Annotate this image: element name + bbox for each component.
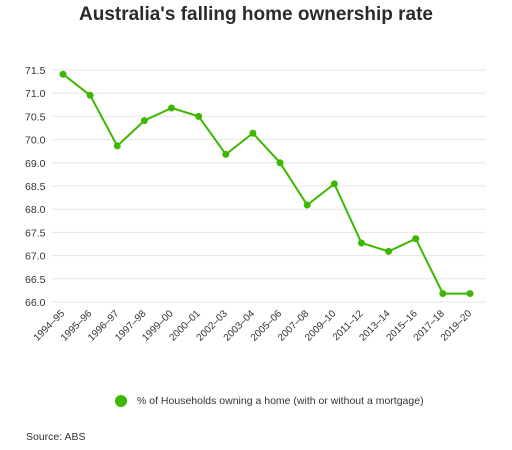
data-point — [222, 150, 230, 158]
source-note: Source: ABS — [26, 431, 86, 443]
legend-marker-icon — [115, 395, 127, 407]
y-tick-label: 67.0 — [25, 251, 46, 263]
data-point — [330, 180, 338, 188]
data-point — [140, 117, 148, 125]
y-tick-label: 71.5 — [25, 65, 46, 77]
legend: % of Households owning a home (with or w… — [115, 395, 424, 407]
data-points — [59, 70, 474, 298]
data-point — [357, 239, 365, 247]
data-point — [168, 104, 176, 112]
y-tick-label: 70.0 — [25, 135, 46, 147]
y-tick-label: 71.0 — [25, 88, 46, 100]
grid-lines — [52, 69, 486, 303]
y-tick-label: 68.0 — [25, 204, 46, 216]
data-point — [385, 247, 393, 255]
y-tick-label: 70.5 — [25, 111, 46, 123]
data-point — [466, 290, 474, 298]
data-point — [86, 91, 94, 99]
y-tick-label: 66.5 — [25, 274, 46, 286]
series-line — [62, 73, 470, 295]
data-point — [303, 201, 311, 209]
y-tick-label: 68.5 — [25, 181, 46, 193]
data-point — [249, 129, 257, 137]
chart-title: Australia's falling home ownership rate — [79, 4, 433, 25]
y-axis-ticks: 71.5 71.0 70.5 70.0 69.0 68.5 68.0 67.5 67.0 66.5… — [25, 65, 46, 309]
data-point — [412, 235, 420, 243]
data-point — [195, 112, 203, 120]
data-point — [439, 290, 447, 298]
legend-label: % of Households owning a home (with or w… — [137, 395, 424, 407]
y-tick-label: 69.0 — [25, 158, 46, 170]
data-point — [59, 70, 67, 78]
data-point — [113, 142, 121, 150]
y-tick-label: 66.0 — [25, 297, 46, 309]
x-axis-ticks: 1994–951995–961996–971997–981999–002000–… — [32, 308, 475, 344]
y-tick-label: 67.5 — [25, 227, 46, 239]
data-point — [276, 159, 284, 167]
